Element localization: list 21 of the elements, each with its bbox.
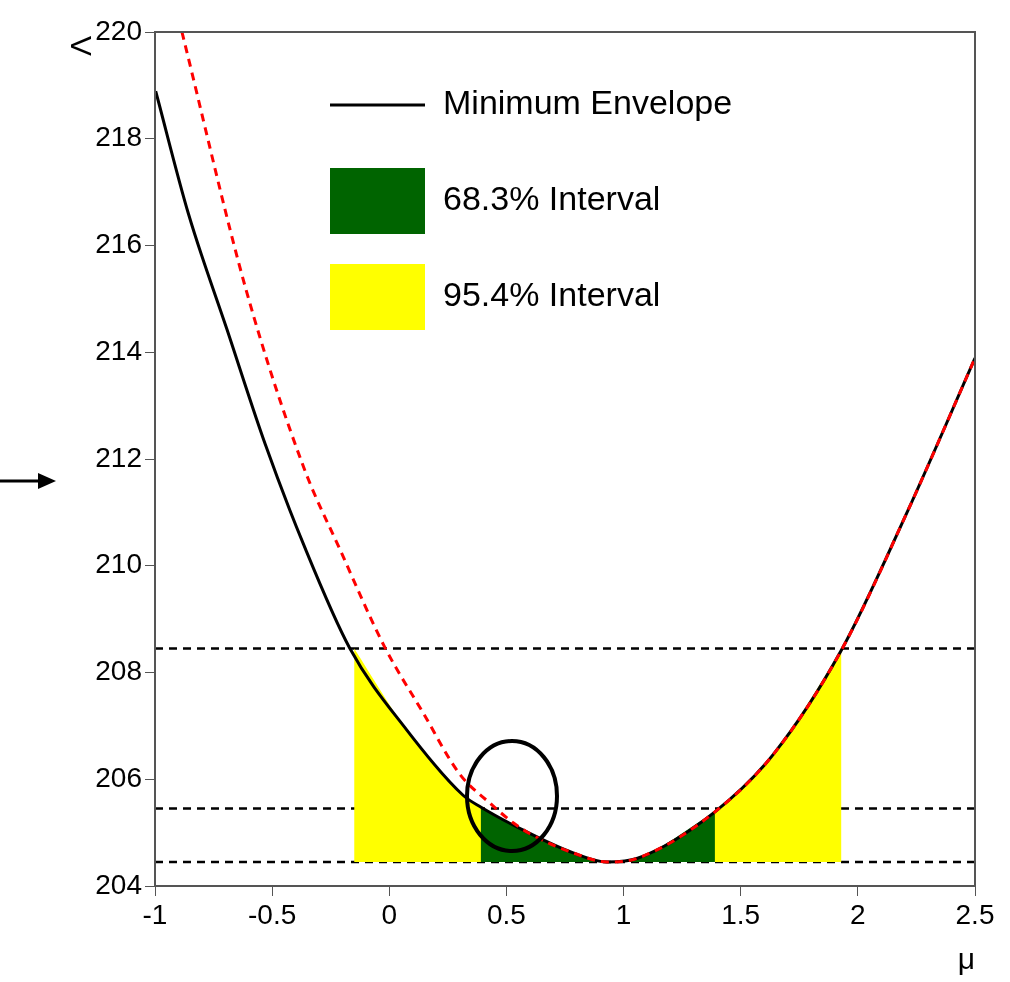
y-tick-label: 218 (95, 121, 142, 153)
x-tick-label: 2 (850, 898, 866, 930)
x-tick-label: 1 (615, 898, 632, 930)
x-tick-label: -0.5 (248, 898, 297, 930)
x-tick-label: 2.5 (955, 898, 995, 930)
x-axis-title: μ (957, 942, 975, 976)
legend-label: Minimum Envelope (443, 83, 733, 122)
x-tick-label: 0 (381, 898, 398, 930)
legend-label: 95.4% Interval (443, 275, 661, 314)
legend-label: 68.3% Interval (443, 179, 661, 218)
y-tick-label: 214 (95, 334, 142, 366)
y-tick-label: 204 (95, 868, 142, 900)
y-tick-label: 210 (95, 548, 142, 580)
y-tick-label: 208 (95, 655, 142, 687)
x-tick-label: -1 (142, 898, 168, 930)
x-tick-label: 1.5 (721, 898, 761, 930)
x-tick-label: 0.5 (486, 898, 526, 930)
y-tick-label: 216 (95, 228, 142, 260)
y-tick-label: 212 (95, 441, 142, 473)
y-tick-label: 206 (95, 761, 142, 793)
y-tick-label: 220 (95, 14, 142, 46)
